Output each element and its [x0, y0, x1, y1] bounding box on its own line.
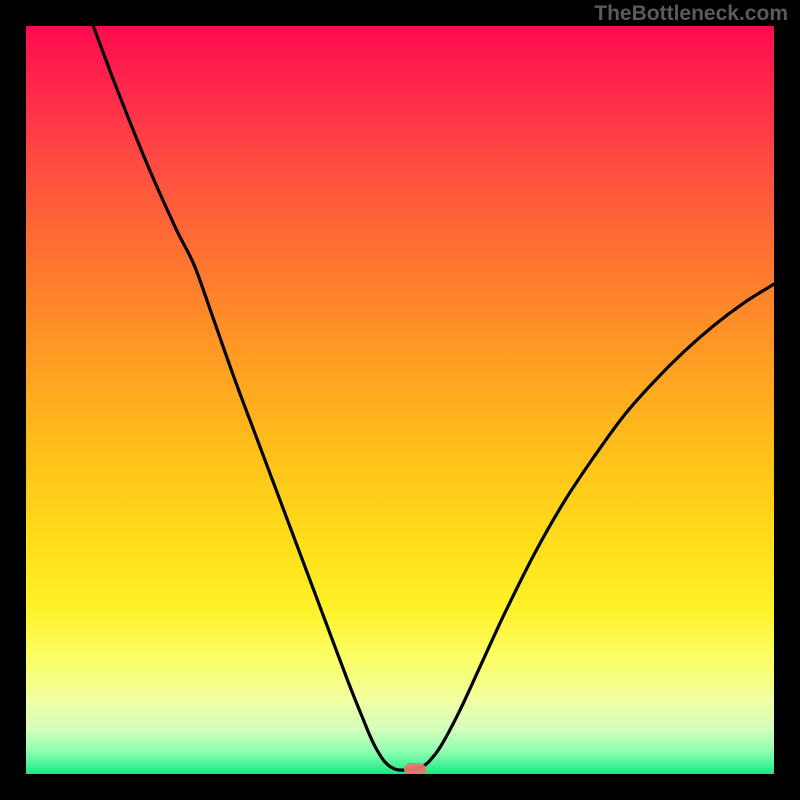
attribution-text: TheBottleneck.com — [594, 2, 788, 26]
optimum-marker — [404, 763, 426, 774]
chart-frame: TheBottleneck.com — [0, 0, 800, 800]
bottleneck-curve — [93, 26, 774, 770]
curve-layer — [26, 26, 774, 774]
plot-area — [26, 26, 774, 774]
